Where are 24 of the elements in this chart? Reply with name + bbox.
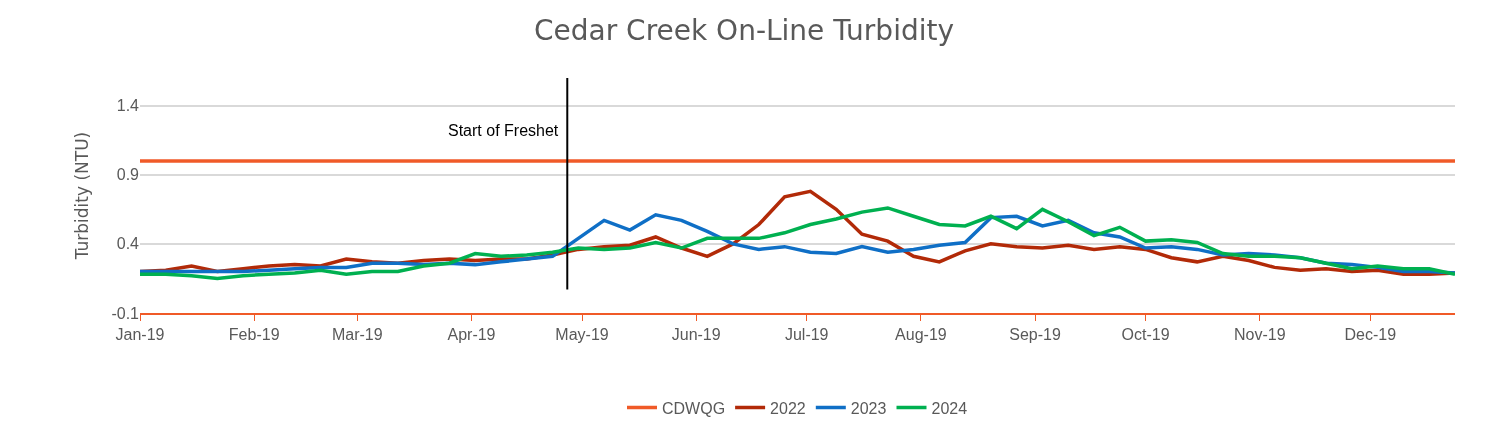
legend-label: CDWQG [662, 399, 726, 417]
x-tick-label: Jan-19 [115, 326, 165, 344]
line-series [140, 206, 1455, 281]
legend-label: 2024 [931, 399, 968, 417]
y-tick-label: 0.4 [116, 235, 140, 253]
chart-title: Cedar Creek On-Line Turbidity [533, 14, 955, 48]
y-axis-title: Turbidity (NTU) [71, 131, 92, 261]
x-tick-label: Mar-19 [331, 326, 383, 344]
x-tick-label: Apr-19 [447, 326, 496, 344]
x-tick-label: Oct-19 [1121, 326, 1170, 344]
y-tick-label: -0.1 [111, 304, 140, 322]
x-tick-label: Nov-19 [1233, 326, 1286, 344]
x-tick-label: Aug-19 [895, 326, 947, 344]
legend-label: 2022 [770, 399, 806, 417]
y-tick-label: 0.9 [116, 166, 140, 184]
x-tick-label: Feb-19 [228, 326, 280, 344]
ref-line-label: Start of Freshet [448, 122, 559, 139]
x-tick-label: Jul-19 [784, 326, 829, 344]
x-tick-label: Dec-19 [1344, 326, 1397, 344]
x-tick-label: May-19 [555, 326, 609, 344]
legend-label: 2023 [850, 399, 887, 417]
x-tick-label: Sep-19 [1009, 326, 1061, 344]
y-tick-label: 1.4 [116, 97, 140, 115]
x-tick-label: Jun-19 [671, 326, 721, 344]
